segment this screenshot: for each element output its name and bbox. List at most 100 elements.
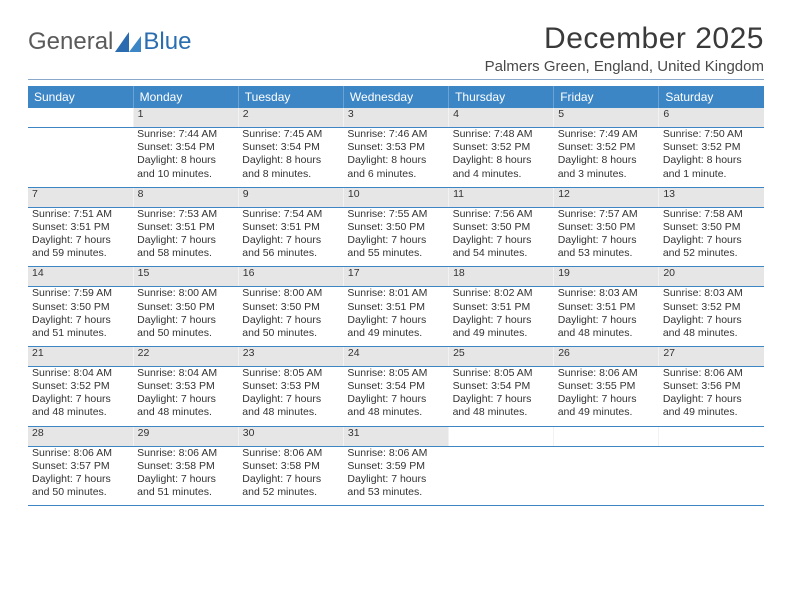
daylight-text: Daylight: 7 hours and 50 minutes. bbox=[242, 314, 339, 340]
sunset-text: Sunset: 3:54 PM bbox=[242, 141, 339, 154]
day-detail-cell: Sunrise: 7:56 AMSunset: 3:50 PMDaylight:… bbox=[449, 207, 554, 267]
sunrise-text: Sunrise: 8:03 AM bbox=[558, 287, 655, 300]
sunset-text: Sunset: 3:51 PM bbox=[32, 221, 129, 234]
sunrise-text: Sunrise: 7:59 AM bbox=[32, 287, 129, 300]
day-detail-cell: Sunrise: 7:54 AMSunset: 3:51 PMDaylight:… bbox=[238, 207, 343, 267]
daylight-text: Daylight: 8 hours and 10 minutes. bbox=[137, 154, 234, 180]
day-number-cell: 31 bbox=[343, 426, 448, 446]
daylight-text: Daylight: 7 hours and 48 minutes. bbox=[242, 393, 339, 419]
day-detail-cell bbox=[449, 446, 554, 506]
day-number-cell: 28 bbox=[28, 426, 133, 446]
sunrise-text: Sunrise: 8:03 AM bbox=[663, 287, 760, 300]
day-number-cell: 19 bbox=[554, 267, 659, 287]
daylight-text: Daylight: 7 hours and 50 minutes. bbox=[32, 473, 129, 499]
sunrise-text: Sunrise: 8:06 AM bbox=[347, 447, 444, 460]
day-number-cell: 12 bbox=[554, 187, 659, 207]
daynum-row: 14151617181920 bbox=[28, 267, 764, 287]
sunrise-text: Sunrise: 8:02 AM bbox=[453, 287, 550, 300]
sunrise-text: Sunrise: 7:46 AM bbox=[347, 128, 444, 141]
day-number-cell: 9 bbox=[238, 187, 343, 207]
day-detail-cell: Sunrise: 8:02 AMSunset: 3:51 PMDaylight:… bbox=[449, 287, 554, 347]
day-detail-cell: Sunrise: 8:06 AMSunset: 3:56 PMDaylight:… bbox=[659, 367, 764, 427]
day-header-row: Sunday Monday Tuesday Wednesday Thursday… bbox=[28, 86, 764, 108]
day-detail-cell: Sunrise: 8:05 AMSunset: 3:54 PMDaylight:… bbox=[343, 367, 448, 427]
sunrise-text: Sunrise: 8:00 AM bbox=[137, 287, 234, 300]
sunrise-text: Sunrise: 7:44 AM bbox=[137, 128, 234, 141]
daylight-text: Daylight: 8 hours and 3 minutes. bbox=[558, 154, 655, 180]
daylight-text: Daylight: 7 hours and 50 minutes. bbox=[137, 314, 234, 340]
day-detail-cell: Sunrise: 8:04 AMSunset: 3:52 PMDaylight:… bbox=[28, 367, 133, 427]
sunset-text: Sunset: 3:52 PM bbox=[32, 380, 129, 393]
day-number-cell: 20 bbox=[659, 267, 764, 287]
sunset-text: Sunset: 3:55 PM bbox=[558, 380, 655, 393]
sunrise-text: Sunrise: 8:00 AM bbox=[242, 287, 339, 300]
daylight-text: Daylight: 7 hours and 49 minutes. bbox=[558, 393, 655, 419]
day-number-cell bbox=[659, 426, 764, 446]
sunrise-text: Sunrise: 8:06 AM bbox=[558, 367, 655, 380]
detail-row: Sunrise: 7:51 AMSunset: 3:51 PMDaylight:… bbox=[28, 207, 764, 267]
sunset-text: Sunset: 3:52 PM bbox=[663, 141, 760, 154]
sunrise-text: Sunrise: 7:48 AM bbox=[453, 128, 550, 141]
sunrise-text: Sunrise: 8:04 AM bbox=[137, 367, 234, 380]
sunrise-text: Sunrise: 8:04 AM bbox=[32, 367, 129, 380]
sunset-text: Sunset: 3:51 PM bbox=[347, 301, 444, 314]
daynum-row: 78910111213 bbox=[28, 187, 764, 207]
header: General Blue December 2025 Palmers Green… bbox=[28, 22, 764, 75]
sunset-text: Sunset: 3:59 PM bbox=[347, 460, 444, 473]
day-header: Tuesday bbox=[238, 86, 343, 108]
day-number-cell: 10 bbox=[343, 187, 448, 207]
day-number-cell: 29 bbox=[133, 426, 238, 446]
daynum-row: 123456 bbox=[28, 108, 764, 128]
sunrise-text: Sunrise: 7:50 AM bbox=[663, 128, 760, 141]
location-text: Palmers Green, England, United Kingdom bbox=[485, 58, 764, 75]
sunset-text: Sunset: 3:51 PM bbox=[558, 301, 655, 314]
day-detail-cell: Sunrise: 8:06 AMSunset: 3:57 PMDaylight:… bbox=[28, 446, 133, 506]
daylight-text: Daylight: 7 hours and 52 minutes. bbox=[242, 473, 339, 499]
day-detail-cell: Sunrise: 8:03 AMSunset: 3:51 PMDaylight:… bbox=[554, 287, 659, 347]
sunset-text: Sunset: 3:53 PM bbox=[242, 380, 339, 393]
day-detail-cell: Sunrise: 7:50 AMSunset: 3:52 PMDaylight:… bbox=[659, 128, 764, 188]
day-detail-cell: Sunrise: 8:01 AMSunset: 3:51 PMDaylight:… bbox=[343, 287, 448, 347]
day-number-cell: 14 bbox=[28, 267, 133, 287]
day-detail-cell: Sunrise: 7:49 AMSunset: 3:52 PMDaylight:… bbox=[554, 128, 659, 188]
title-underline bbox=[28, 79, 764, 80]
sunset-text: Sunset: 3:58 PM bbox=[242, 460, 339, 473]
daylight-text: Daylight: 7 hours and 52 minutes. bbox=[663, 234, 760, 260]
daylight-text: Daylight: 7 hours and 56 minutes. bbox=[242, 234, 339, 260]
daylight-text: Daylight: 7 hours and 54 minutes. bbox=[453, 234, 550, 260]
day-number-cell: 18 bbox=[449, 267, 554, 287]
day-number-cell: 8 bbox=[133, 187, 238, 207]
day-detail-cell: Sunrise: 7:58 AMSunset: 3:50 PMDaylight:… bbox=[659, 207, 764, 267]
day-number-cell: 6 bbox=[659, 108, 764, 128]
day-detail-cell: Sunrise: 7:59 AMSunset: 3:50 PMDaylight:… bbox=[28, 287, 133, 347]
sunset-text: Sunset: 3:54 PM bbox=[137, 141, 234, 154]
sunrise-text: Sunrise: 8:06 AM bbox=[137, 447, 234, 460]
day-number-cell: 17 bbox=[343, 267, 448, 287]
day-detail-cell: Sunrise: 7:46 AMSunset: 3:53 PMDaylight:… bbox=[343, 128, 448, 188]
daylight-text: Daylight: 7 hours and 53 minutes. bbox=[558, 234, 655, 260]
sunrise-text: Sunrise: 8:06 AM bbox=[242, 447, 339, 460]
day-detail-cell: Sunrise: 7:57 AMSunset: 3:50 PMDaylight:… bbox=[554, 207, 659, 267]
day-number-cell: 7 bbox=[28, 187, 133, 207]
daylight-text: Daylight: 7 hours and 48 minutes. bbox=[347, 393, 444, 419]
day-detail-cell: Sunrise: 7:55 AMSunset: 3:50 PMDaylight:… bbox=[343, 207, 448, 267]
daylight-text: Daylight: 7 hours and 49 minutes. bbox=[663, 393, 760, 419]
day-detail-cell: Sunrise: 7:44 AMSunset: 3:54 PMDaylight:… bbox=[133, 128, 238, 188]
sunrise-text: Sunrise: 8:05 AM bbox=[453, 367, 550, 380]
day-detail-cell: Sunrise: 8:06 AMSunset: 3:55 PMDaylight:… bbox=[554, 367, 659, 427]
sunset-text: Sunset: 3:51 PM bbox=[242, 221, 339, 234]
day-detail-cell: Sunrise: 8:00 AMSunset: 3:50 PMDaylight:… bbox=[133, 287, 238, 347]
title-block: December 2025 Palmers Green, England, Un… bbox=[485, 22, 764, 75]
day-number-cell: 30 bbox=[238, 426, 343, 446]
sunset-text: Sunset: 3:54 PM bbox=[347, 380, 444, 393]
sunset-text: Sunset: 3:50 PM bbox=[558, 221, 655, 234]
day-detail-cell: Sunrise: 7:53 AMSunset: 3:51 PMDaylight:… bbox=[133, 207, 238, 267]
daylight-text: Daylight: 7 hours and 51 minutes. bbox=[32, 314, 129, 340]
daylight-text: Daylight: 7 hours and 48 minutes. bbox=[32, 393, 129, 419]
sunset-text: Sunset: 3:51 PM bbox=[453, 301, 550, 314]
sunset-text: Sunset: 3:53 PM bbox=[347, 141, 444, 154]
month-title: December 2025 bbox=[485, 22, 764, 56]
sunrise-text: Sunrise: 7:53 AM bbox=[137, 208, 234, 221]
sunrise-text: Sunrise: 7:54 AM bbox=[242, 208, 339, 221]
daylight-text: Daylight: 7 hours and 48 minutes. bbox=[137, 393, 234, 419]
